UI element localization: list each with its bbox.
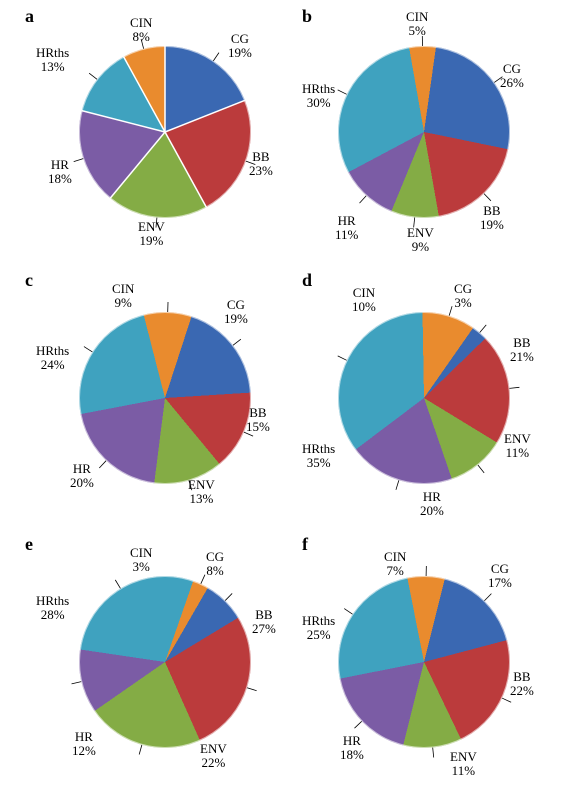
label-f-HR: HR 18% [340,734,364,762]
panel-letter-e: e [25,534,33,555]
label-d-CIN: CIN 10% [352,286,376,314]
label-d-ENV: ENV 11% [504,432,531,460]
panel-letter-b: b [302,6,312,27]
pie-chart-f [338,576,510,748]
label-b-CIN: CIN 5% [406,10,428,38]
label-f-HRths: HRths 25% [302,614,335,642]
label-c-BB: BB 15% [246,406,270,434]
label-e-CG: CG 8% [206,550,224,578]
label-c-ENV: ENV 13% [188,478,215,506]
label-e-CIN: CIN 3% [130,546,152,574]
label-b-HR: HR 11% [335,214,358,242]
label-e-ENV: ENV 22% [200,742,227,770]
pie-chart-d [338,312,510,484]
label-d-CG: CG 3% [454,282,472,310]
label-e-HR: HR 12% [72,730,96,758]
label-c-HRths: HRths 24% [36,344,69,372]
pie-chart-e [79,576,251,748]
label-a-HR: HR 18% [48,158,72,186]
label-b-HRths: HRths 30% [302,82,335,110]
label-a-CG: CG 19% [228,32,252,60]
label-a-ENV: ENV 19% [138,220,165,248]
panel-letter-f: f [302,534,308,555]
label-c-HR: HR 20% [70,462,94,490]
pie-chart-c [79,312,251,484]
panel-letter-d: d [302,270,312,291]
label-c-CG: CG 19% [224,298,248,326]
label-a-HRths: HRths 13% [36,46,69,74]
pie-chart-b [338,46,510,218]
label-f-CIN: CIN 7% [384,550,406,578]
label-a-CIN: CIN 8% [130,16,152,44]
label-a-BB: BB 23% [249,150,273,178]
label-c-CIN: CIN 9% [112,282,134,310]
label-f-BB: BB 22% [510,670,534,698]
label-d-HR: HR 20% [420,490,444,518]
label-e-BB: BB 27% [252,608,276,636]
panel-letter-c: c [25,270,33,291]
label-d-HRths: HRths 35% [302,442,335,470]
label-b-ENV: ENV 9% [407,226,434,254]
label-f-CG: CG 17% [488,562,512,590]
label-b-BB: BB 19% [480,204,504,232]
label-b-CG: CG 26% [500,62,524,90]
label-f-ENV: ENV 11% [450,750,477,778]
label-d-BB: BB 21% [510,336,534,364]
label-e-HRths: HRths 28% [36,594,69,622]
